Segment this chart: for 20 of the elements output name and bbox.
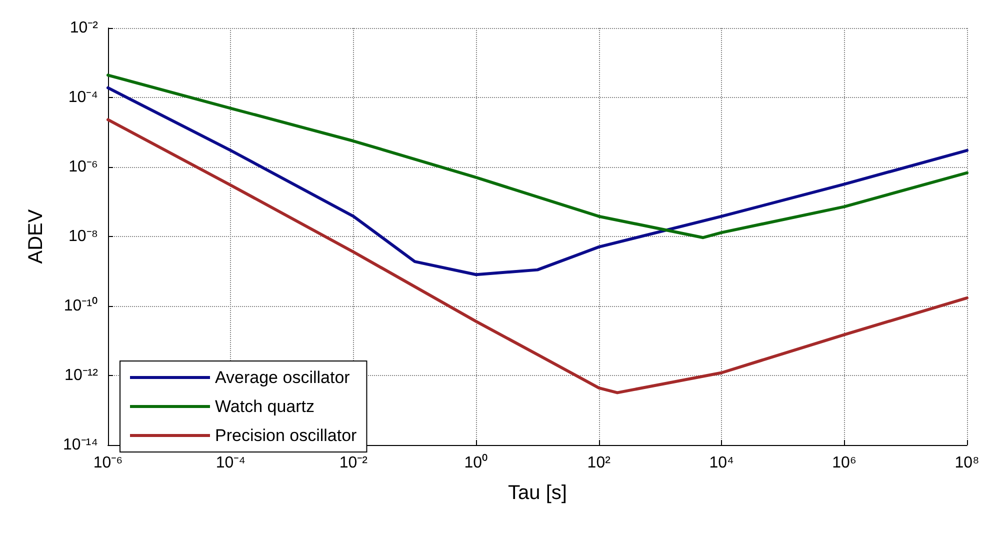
y-axis-title: ADEV [25,208,47,264]
x-axis-title: Tau [s] [508,482,567,504]
legend-label: Precision oscillator [215,426,358,445]
y-tick-label: 10⁻⁴ [68,89,98,106]
x-tick-label: 10⁶ [832,454,856,472]
x-tick-label: 10⁰ [464,454,488,472]
x-tick-label: 10² [587,454,612,472]
x-tick-label: 10⁻² [339,454,368,472]
legend-label: Average oscillator [215,368,350,387]
y-tick-label: 10⁻¹⁴ [63,436,98,454]
x-tick-label: 10⁴ [709,454,734,472]
y-tick-label: 10⁻² [70,20,99,36]
x-tick-label: 10⁻⁴ [216,454,246,472]
y-tick-label: 10⁻¹⁰ [64,296,98,314]
y-tick-label: 10⁻⁶ [68,158,98,176]
y-tick-label: 10⁻⁸ [68,228,98,245]
legend-label: Watch quartz [215,397,315,416]
x-tick-label: 10⁸ [954,454,980,472]
x-tick-label: 10⁻⁶ [93,454,123,472]
y-tick-label: 10⁻¹² [64,367,99,384]
